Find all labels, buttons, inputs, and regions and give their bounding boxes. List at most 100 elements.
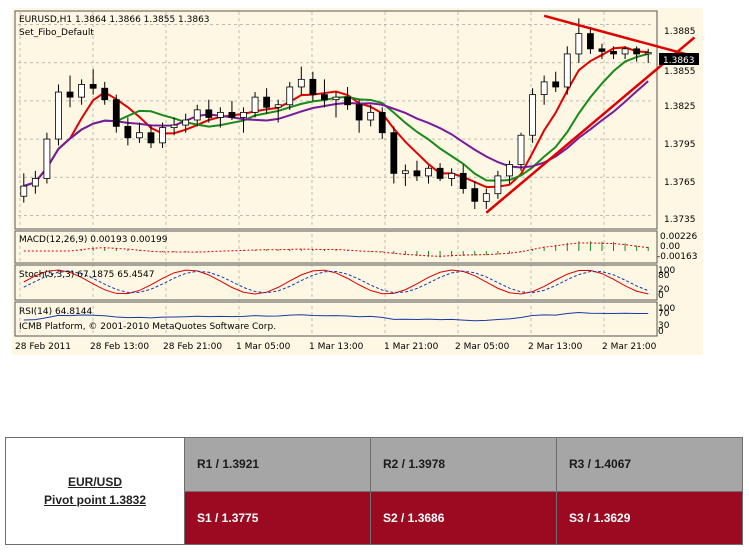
candle-body — [390, 132, 398, 174]
time-label: 2 Mar 21:00 — [602, 342, 657, 352]
rsi-scale: 30 — [658, 321, 670, 331]
template-label: Set_Fibo_Default — [19, 28, 94, 38]
stoch-label: Stoch(5,3,3) 67.1875 65.4547 — [19, 270, 154, 280]
price-label: 1.3885 — [664, 27, 696, 37]
candle-body — [610, 50, 617, 55]
candle-body — [598, 48, 606, 52]
candle-body — [43, 138, 51, 179]
resistance-2: R2 / 1.3978 — [370, 437, 557, 492]
candle-body — [31, 178, 39, 187]
price-label: 1.3795 — [664, 140, 696, 150]
candle-body — [193, 109, 201, 121]
pivot-point: Pivot point 1.3832 — [43, 493, 147, 507]
candlesticks — [20, 18, 652, 209]
candle-body — [89, 84, 97, 89]
trendline-lower — [485, 36, 696, 214]
price-label: 1.3735 — [664, 215, 696, 225]
candle-body — [66, 91, 74, 98]
candle-body — [355, 104, 363, 121]
candle-body — [205, 109, 213, 118]
stoch-signal-line — [23, 270, 649, 294]
time-label: 1 Mar 13:00 — [309, 342, 364, 352]
price-label: 1.3765 — [664, 178, 696, 188]
stoch-scale: 20 — [658, 285, 670, 295]
candle-body — [471, 188, 479, 202]
candle-body — [436, 167, 444, 179]
candle-body — [20, 185, 28, 197]
candle-body — [587, 33, 594, 50]
stoch-panel — [14, 264, 658, 301]
candle-body — [517, 134, 525, 165]
candle-body — [147, 132, 155, 144]
candle-body — [182, 119, 190, 126]
rsi-scale: 100 — [658, 304, 675, 314]
pair-name: EUR/USD — [67, 475, 122, 489]
price-label: 1.3825 — [664, 102, 696, 112]
support-3: S3 / 1.3629 — [556, 490, 743, 545]
trendlines — [485, 14, 696, 214]
candle-body — [332, 96, 340, 101]
time-label: 1 Mar 21:00 — [384, 342, 439, 352]
candle-body — [297, 78, 305, 88]
macd-signal-line — [23, 242, 649, 257]
candle-body — [448, 172, 456, 179]
time-label: 1 Mar 05:00 — [236, 342, 291, 352]
macd-scale: 0.00226 — [660, 232, 697, 242]
candle-body — [413, 170, 421, 177]
candle-body — [274, 104, 282, 108]
candle-body — [321, 94, 328, 101]
candle-body — [633, 48, 641, 55]
candle-body — [251, 96, 259, 113]
rsi-scale: 70 — [658, 309, 670, 319]
time-label: 2 Mar 05:00 — [455, 342, 510, 352]
candle-body — [401, 170, 409, 174]
candle-body — [216, 111, 224, 118]
time-label: 2 Mar 13:00 — [528, 342, 583, 352]
pivot-table: EUR/USD Pivot point 1.3832 R1 / 1.3921 R… — [5, 437, 743, 545]
candle-body — [378, 111, 386, 134]
chart-header: EURUSD,H1 1.3864 1.3866 1.3855 1.3863 — [19, 15, 210, 25]
candle-body — [506, 164, 513, 177]
moving-average-line — [23, 46, 649, 189]
time-label: 28 Feb 21:00 — [163, 342, 222, 352]
rsi-main-line — [23, 312, 649, 322]
candle-body — [540, 81, 548, 95]
candle-body — [124, 125, 132, 139]
rsi-panel — [14, 301, 658, 337]
candle-body — [263, 96, 271, 108]
stochastic-lines — [23, 269, 649, 295]
price-label: 1.3855 — [664, 67, 696, 77]
candle-body — [159, 127, 166, 144]
chart-grid — [18, 12, 654, 336]
support-1: S1 / 1.3775 — [184, 490, 371, 545]
macd-label: MACD(12,26,9) 0.00193 0.00199 — [19, 235, 168, 245]
candle-body — [309, 78, 317, 95]
stoch-scale: 80 — [658, 271, 670, 281]
pair-cell: EUR/USD Pivot point 1.3832 — [5, 437, 185, 545]
candle-body — [644, 52, 652, 55]
stoch-scale: 0 — [658, 291, 664, 301]
stoch-main-line — [23, 269, 649, 295]
candle-body — [459, 172, 467, 190]
macd-scale: -0.00163 — [657, 252, 697, 262]
candle-body — [494, 175, 502, 195]
rsi-scale: 0 — [658, 327, 664, 337]
candle-body — [240, 111, 247, 118]
candle-body — [575, 33, 583, 55]
current-price: 1.3863 — [663, 56, 695, 66]
candle-body — [482, 193, 490, 202]
candle-body — [286, 86, 294, 106]
trendline-upper — [543, 14, 695, 58]
rsi-line — [23, 312, 649, 322]
price-panel — [14, 10, 658, 230]
time-label: 28 Feb 2011 — [15, 342, 71, 352]
chart-canvas: EURUSD,H1 1.3864 1.3866 1.3855 1.3863 Se… — [14, 10, 699, 352]
candle-body — [621, 48, 629, 55]
candle-body — [552, 81, 560, 88]
candle-body — [425, 167, 432, 177]
candle-body — [228, 111, 236, 118]
candle-body — [367, 111, 375, 121]
candle-body — [101, 87, 109, 101]
resistance-3: R3 / 1.4067 — [556, 437, 743, 492]
candle-body — [78, 84, 85, 98]
